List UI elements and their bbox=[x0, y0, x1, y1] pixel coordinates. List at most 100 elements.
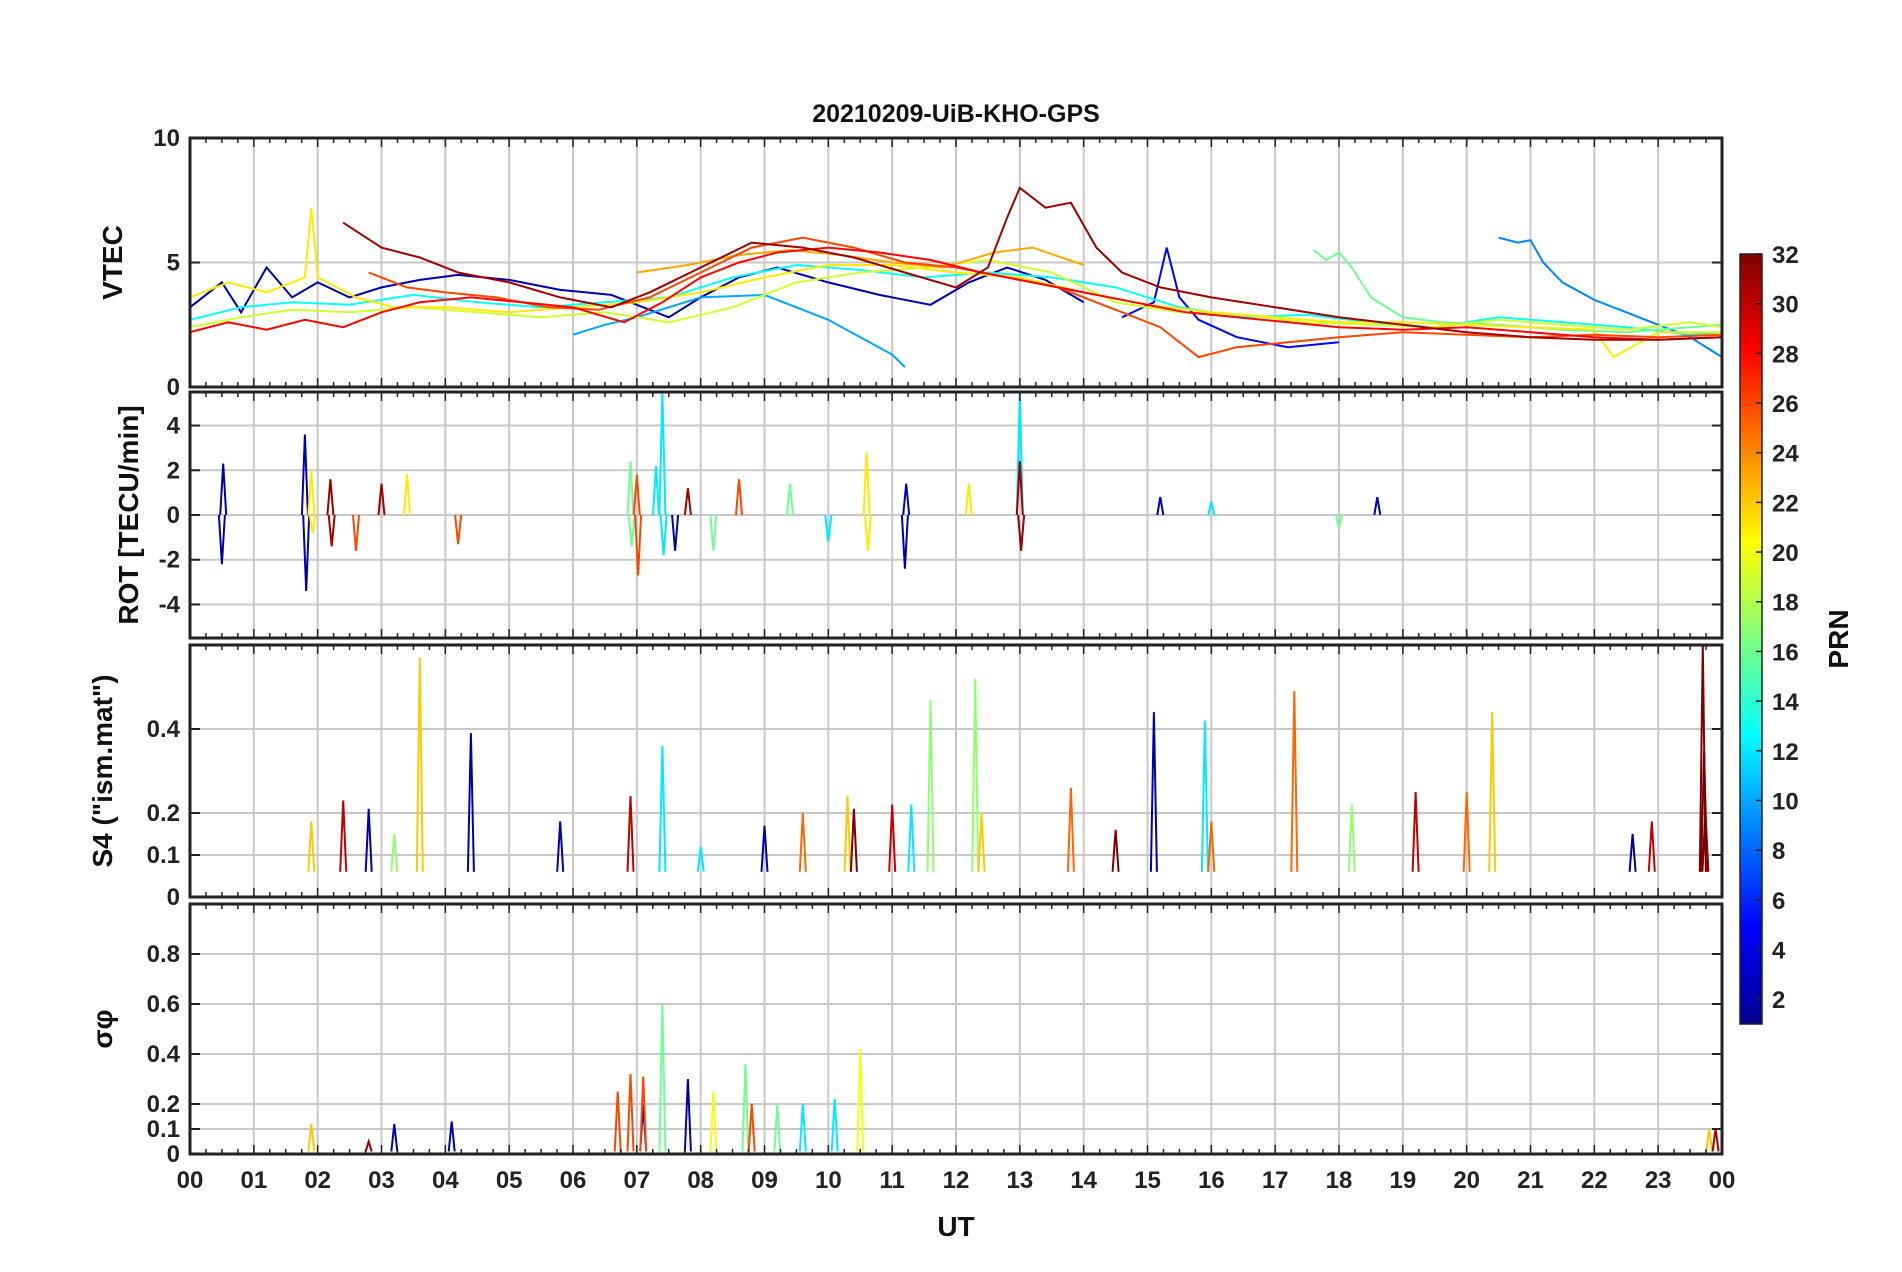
series-spike-prn-32 bbox=[849, 808, 858, 872]
colorbar-label: PRN bbox=[1823, 609, 1854, 668]
x-tick-label: 12 bbox=[943, 1167, 970, 1194]
colorbar-tick-label: 2 bbox=[1772, 987, 1785, 1014]
series-spike-prn-2 bbox=[1149, 712, 1158, 872]
series-spike-prn-22 bbox=[1705, 1128, 1714, 1152]
x-tick-label: 02 bbox=[304, 1167, 331, 1194]
x-tick-label: 01 bbox=[240, 1167, 267, 1194]
series-spike-prn-12 bbox=[1200, 720, 1209, 872]
x-tick-label: 16 bbox=[1198, 1167, 1225, 1194]
series-spike-prn-12 bbox=[658, 392, 667, 516]
series-spike-prn-26 bbox=[747, 1103, 756, 1152]
y-tick-label: 0.4 bbox=[147, 1041, 181, 1068]
series-spike-prn-12 bbox=[658, 745, 667, 872]
panel-sigma-phi: 00.10.2 0.4 0.6 0.8 σφ 00 01 02 03 04 05 06 07 08 09 10… bbox=[87, 902, 1735, 1194]
series-spike-prn-22 bbox=[307, 821, 316, 872]
x-tick-label: 04 bbox=[432, 1167, 459, 1194]
y-tick-label: 0.2 bbox=[147, 1091, 180, 1118]
colorbar-tick-label: 14 bbox=[1772, 689, 1799, 716]
series-spike-prn-2 bbox=[447, 1121, 456, 1152]
series-spike-prn-12 bbox=[659, 514, 668, 556]
series-spike-prn-31 bbox=[377, 483, 386, 516]
series-spike-prn-2 bbox=[902, 483, 911, 516]
series-spike-prn-21 bbox=[863, 514, 872, 551]
series-spike-prn-2 bbox=[466, 733, 475, 872]
series-spike-prn-30 bbox=[339, 800, 348, 872]
series-spike-prn-2 bbox=[217, 514, 226, 565]
colorbar-tick-label: 32 bbox=[1772, 242, 1799, 269]
series-spike-prn-25 bbox=[1290, 691, 1299, 872]
panel-vtec: 0 5 10 VTEC bbox=[97, 125, 1724, 401]
series-spike-prn-25 bbox=[1462, 791, 1471, 872]
x-tick-label: 18 bbox=[1326, 1167, 1353, 1194]
series-spike-prn-30 bbox=[1411, 791, 1420, 872]
series-spike-prn-22 bbox=[1488, 712, 1497, 872]
series-spike-prn-32 bbox=[1111, 829, 1120, 872]
y-axis-label: ROT [TECU/min] bbox=[113, 405, 144, 624]
series-spike-prn-26 bbox=[613, 1091, 622, 1152]
series-spike-prn-25 bbox=[1066, 787, 1075, 872]
series-group bbox=[307, 645, 1710, 872]
y-tick-label: 0.4 bbox=[147, 716, 181, 743]
series-spike-prn-31 bbox=[327, 514, 336, 547]
series-spike-prn-22 bbox=[977, 812, 986, 872]
series-spike-prn-2 bbox=[219, 463, 228, 516]
x-tick-label: 21 bbox=[1517, 1167, 1544, 1194]
series-line-prn-2 bbox=[190, 265, 1085, 319]
series-spike-prn-16 bbox=[786, 483, 794, 516]
series-spike-prn-20 bbox=[709, 1091, 718, 1152]
panel-rot: -4 -2 0 2 4 ROT [TECU/min] bbox=[113, 390, 1724, 640]
y-tick-label: 10 bbox=[153, 125, 180, 152]
series-spike-prn-26 bbox=[626, 1073, 635, 1152]
series-spike-prn-12 bbox=[798, 1103, 807, 1152]
y-tick-label: -2 bbox=[159, 547, 180, 574]
series-spike-prn-2 bbox=[671, 514, 680, 551]
x-tick-label: 15 bbox=[1134, 1167, 1161, 1194]
y-tick-label: 0 bbox=[167, 502, 180, 529]
x-tick-label: 10 bbox=[815, 1167, 842, 1194]
series-spike-prn-2 bbox=[1156, 496, 1165, 516]
series-spike-prn-30 bbox=[1647, 821, 1656, 872]
x-tick-label: 06 bbox=[560, 1167, 587, 1194]
series-line-prn-21 bbox=[190, 207, 1722, 359]
series-spike-prn-26 bbox=[634, 514, 643, 576]
series-spike-prn-2 bbox=[760, 825, 769, 872]
colorbar-tick-label: 30 bbox=[1772, 292, 1799, 319]
series-spike-prn-16 bbox=[773, 1103, 782, 1152]
series-spike-prn-17 bbox=[971, 678, 980, 872]
series-spike-prn-20 bbox=[856, 1048, 865, 1152]
series-spike-prn-2 bbox=[900, 514, 909, 569]
x-tick-label: 23 bbox=[1645, 1167, 1672, 1194]
colorbar-tick-label: 24 bbox=[1772, 441, 1799, 468]
colorbar-gradient bbox=[1739, 253, 1763, 1025]
series-spike-prn-31 bbox=[683, 488, 692, 516]
series-spike-prn-17 bbox=[926, 699, 935, 872]
series-line-prn-28 bbox=[190, 246, 1722, 341]
series-spike-prn-12 bbox=[696, 846, 705, 872]
series-spike-prn-16 bbox=[626, 461, 635, 516]
series-spike-prn-32 bbox=[1701, 812, 1710, 872]
y-tick-label: 0 bbox=[167, 374, 180, 401]
colorbar-tick-label: 28 bbox=[1772, 341, 1799, 368]
colorbar-tick-label: 4 bbox=[1772, 937, 1786, 964]
y-tick-label: 0 bbox=[167, 1141, 180, 1168]
series-spike-prn-2 bbox=[300, 434, 309, 516]
series-spike-prn-31 bbox=[1017, 514, 1026, 551]
x-tick-label: 19 bbox=[1389, 1167, 1416, 1194]
series-spike-prn-12 bbox=[907, 804, 916, 872]
colorbar-tick-label: 16 bbox=[1772, 639, 1799, 666]
x-tick-label: 11 bbox=[879, 1167, 904, 1194]
x-tick-label: 09 bbox=[751, 1167, 778, 1194]
series-spike-prn-31 bbox=[1015, 461, 1024, 516]
series-spike-prn-30 bbox=[888, 804, 897, 872]
series-line-prn-13 bbox=[190, 263, 1722, 336]
series-spike-prn-16 bbox=[1335, 514, 1343, 529]
series-spike-prn-12 bbox=[1207, 501, 1216, 516]
x-tick-label: 17 bbox=[1262, 1167, 1289, 1194]
x-tick-label: 07 bbox=[623, 1167, 650, 1194]
series-spike-prn-17 bbox=[390, 833, 399, 872]
y-tick-label: 0.2 bbox=[147, 800, 180, 827]
series-spike-prn-21 bbox=[964, 483, 973, 516]
y-tick-label: 0.6 bbox=[147, 991, 180, 1018]
series-spike-prn-2 bbox=[683, 1078, 692, 1152]
